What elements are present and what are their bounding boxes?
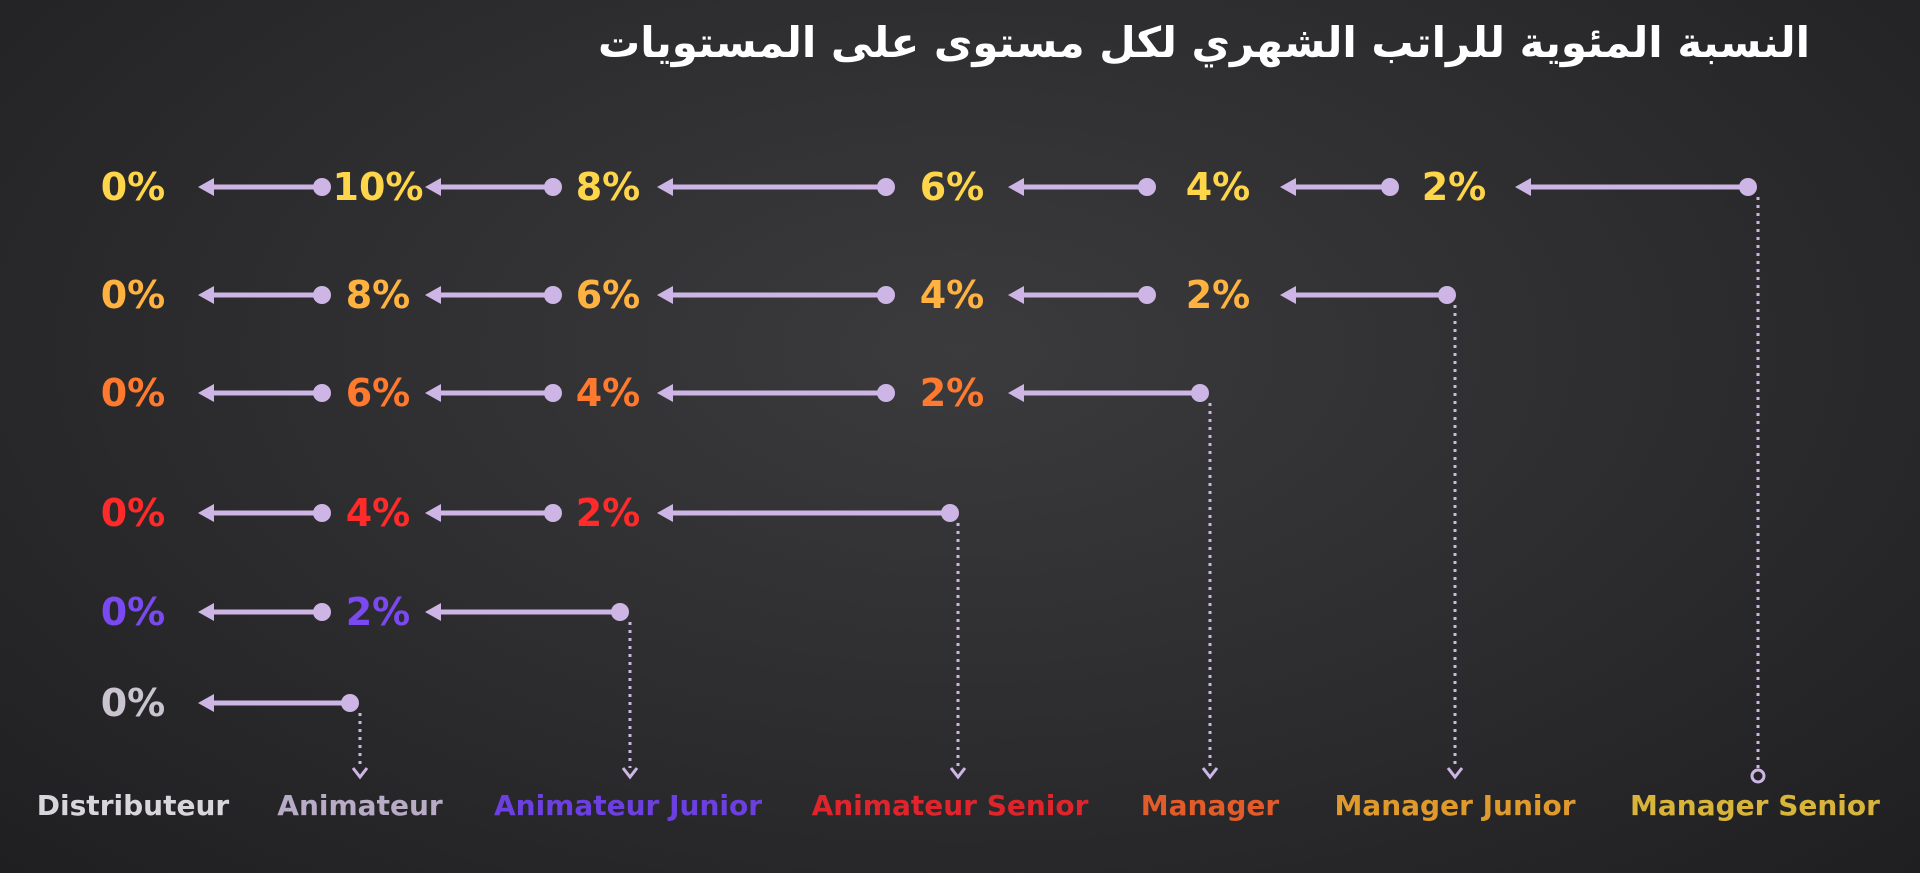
arrow-origin-dot bbox=[313, 384, 331, 402]
arrowhead-icon bbox=[1515, 178, 1531, 196]
percent-label: 2% bbox=[345, 590, 411, 634]
arrowhead-icon bbox=[657, 178, 673, 196]
percent-label: 0% bbox=[100, 590, 166, 634]
percent-label: 0% bbox=[100, 371, 166, 415]
arrow-origin-dot bbox=[941, 504, 959, 522]
arrowhead-icon bbox=[657, 504, 673, 522]
percent-label: 0% bbox=[100, 165, 166, 209]
percent-label: 6% bbox=[345, 371, 411, 415]
percent-label: 6% bbox=[575, 273, 641, 317]
arrowhead-icon bbox=[1008, 178, 1024, 196]
arrowhead-icon bbox=[1280, 286, 1296, 304]
percent-label: 2% bbox=[575, 491, 641, 535]
arrow-origin-dot bbox=[544, 286, 562, 304]
percent-label: 2% bbox=[1421, 165, 1487, 209]
arrowhead-icon bbox=[425, 504, 441, 522]
drop-arrow-icon bbox=[621, 767, 639, 780]
level-label-animateur-junior: Animateur Junior bbox=[493, 789, 763, 822]
percent-label: 4% bbox=[1185, 165, 1251, 209]
arrow-origin-dot bbox=[1191, 384, 1209, 402]
arrow-origin-dot bbox=[1138, 286, 1156, 304]
arrow-origin-dot bbox=[313, 603, 331, 621]
percent-label: 2% bbox=[919, 371, 985, 415]
arrowhead-icon bbox=[1008, 384, 1024, 402]
arrow-origin-dot bbox=[1739, 178, 1757, 196]
percent-label: 0% bbox=[100, 273, 166, 317]
arrow-origin-dot bbox=[877, 384, 895, 402]
arrowhead-icon bbox=[198, 384, 214, 402]
arrow-origin-dot bbox=[544, 504, 562, 522]
percent-label: 8% bbox=[575, 165, 641, 209]
drop-arrow-icon bbox=[351, 767, 369, 780]
arrowhead-icon bbox=[198, 286, 214, 304]
arrow-origin-dot bbox=[544, 384, 562, 402]
arrow-origin-dot bbox=[1438, 286, 1456, 304]
arrow-origin-dot bbox=[877, 178, 895, 196]
arrowhead-icon bbox=[425, 603, 441, 621]
arrowhead-icon bbox=[657, 384, 673, 402]
arrowhead-icon bbox=[198, 504, 214, 522]
page-title: النسبة المئوية للراتب الشهري لكل مستوى ع… bbox=[598, 18, 1810, 67]
level-label-animateur: Animateur bbox=[277, 789, 443, 822]
percent-label: 4% bbox=[345, 491, 411, 535]
percent-label: 2% bbox=[1185, 273, 1251, 317]
arrowhead-icon bbox=[425, 384, 441, 402]
percent-label: 0% bbox=[100, 491, 166, 535]
arrow-origin-dot bbox=[313, 286, 331, 304]
arrowhead-icon bbox=[1280, 178, 1296, 196]
arrow-origin-dot bbox=[1381, 178, 1399, 196]
arrow-origin-dot bbox=[313, 504, 331, 522]
arrowhead-icon bbox=[425, 286, 441, 304]
drop-arrow-icon bbox=[949, 767, 967, 780]
arrow-origin-dot bbox=[611, 603, 629, 621]
percent-label: 0% bbox=[100, 681, 166, 725]
arrow-origin-dot bbox=[341, 694, 359, 712]
arrowhead-icon bbox=[198, 178, 214, 196]
arrowhead-icon bbox=[1008, 286, 1024, 304]
drop-end-ring bbox=[1750, 768, 1766, 784]
percent-label: 6% bbox=[919, 165, 985, 209]
arrowhead-icon bbox=[657, 286, 673, 304]
arrow-origin-dot bbox=[313, 178, 331, 196]
percent-label: 4% bbox=[575, 371, 641, 415]
arrow-origin-dot bbox=[1138, 178, 1156, 196]
percent-label: 10% bbox=[332, 165, 424, 209]
percent-label: 8% bbox=[345, 273, 411, 317]
arrowhead-icon bbox=[198, 603, 214, 621]
arrow-origin-dot bbox=[544, 178, 562, 196]
arrowhead-icon bbox=[198, 694, 214, 712]
arrowhead-icon bbox=[425, 178, 441, 196]
arrow-origin-dot bbox=[877, 286, 895, 304]
drop-arrow-icon bbox=[1446, 767, 1464, 780]
level-label-manager-senior: Manager Senior bbox=[1630, 789, 1880, 822]
level-label-manager: Manager bbox=[1140, 789, 1280, 822]
level-label-animateur-senior: Animateur Senior bbox=[811, 789, 1089, 822]
percent-label: 4% bbox=[919, 273, 985, 317]
drop-arrow-icon bbox=[1201, 767, 1219, 780]
level-label-distributeur: Distributeur bbox=[36, 789, 230, 822]
level-label-manager-junior: Manager Junior bbox=[1334, 789, 1576, 822]
